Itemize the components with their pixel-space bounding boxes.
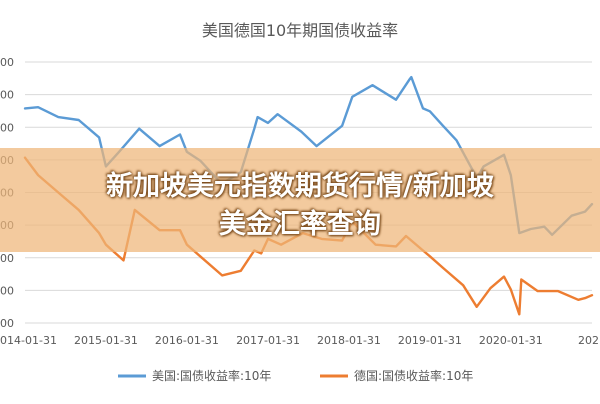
y-tick-label: 000 — [0, 284, 14, 297]
legend[interactable]: 美国:国债收益率:10年 德国:国债收益率:10年 — [118, 368, 473, 383]
y-tick-label: 400 — [0, 56, 14, 69]
x-tick-label: 2018-01-31 — [317, 334, 381, 347]
x-axis-ticks: 2014-01-31 2015-01-31 2016-01-31 2017-01-31… — [0, 334, 600, 347]
banner-title-line-2: 美金汇率查询 — [219, 209, 381, 240]
x-tick-label: 2021 — [578, 334, 600, 347]
legend-label-us[interactable]: 美国:国债收益率:10年 — [152, 368, 271, 383]
x-tick-label: 2019-01-31 — [398, 334, 462, 347]
y-tick-label: 300 — [0, 89, 14, 102]
x-tick-label: 2020-01-31 — [479, 334, 543, 347]
overlay-banner: 新加坡美元指数期货行情/新加坡 美金汇率查询 — [0, 148, 600, 252]
x-tick-label: 2015-01-31 — [74, 334, 138, 347]
chart-title: 美国德国10年期国债收益率 — [202, 21, 398, 40]
y-tick-label: 000 — [0, 252, 14, 265]
y-tick-label: 200 — [0, 121, 14, 134]
banner-title-line-1: 新加坡美元指数期货行情/新加坡 — [106, 171, 494, 202]
y-tick-label: 000 — [0, 317, 14, 330]
x-tick-label: 2014-01-31 — [0, 334, 57, 347]
x-tick-label: 2016-01-31 — [155, 334, 219, 347]
x-tick-label: 2017-01-31 — [236, 334, 300, 347]
legend-label-de[interactable]: 德国:国债收益率:10年 — [354, 368, 473, 383]
